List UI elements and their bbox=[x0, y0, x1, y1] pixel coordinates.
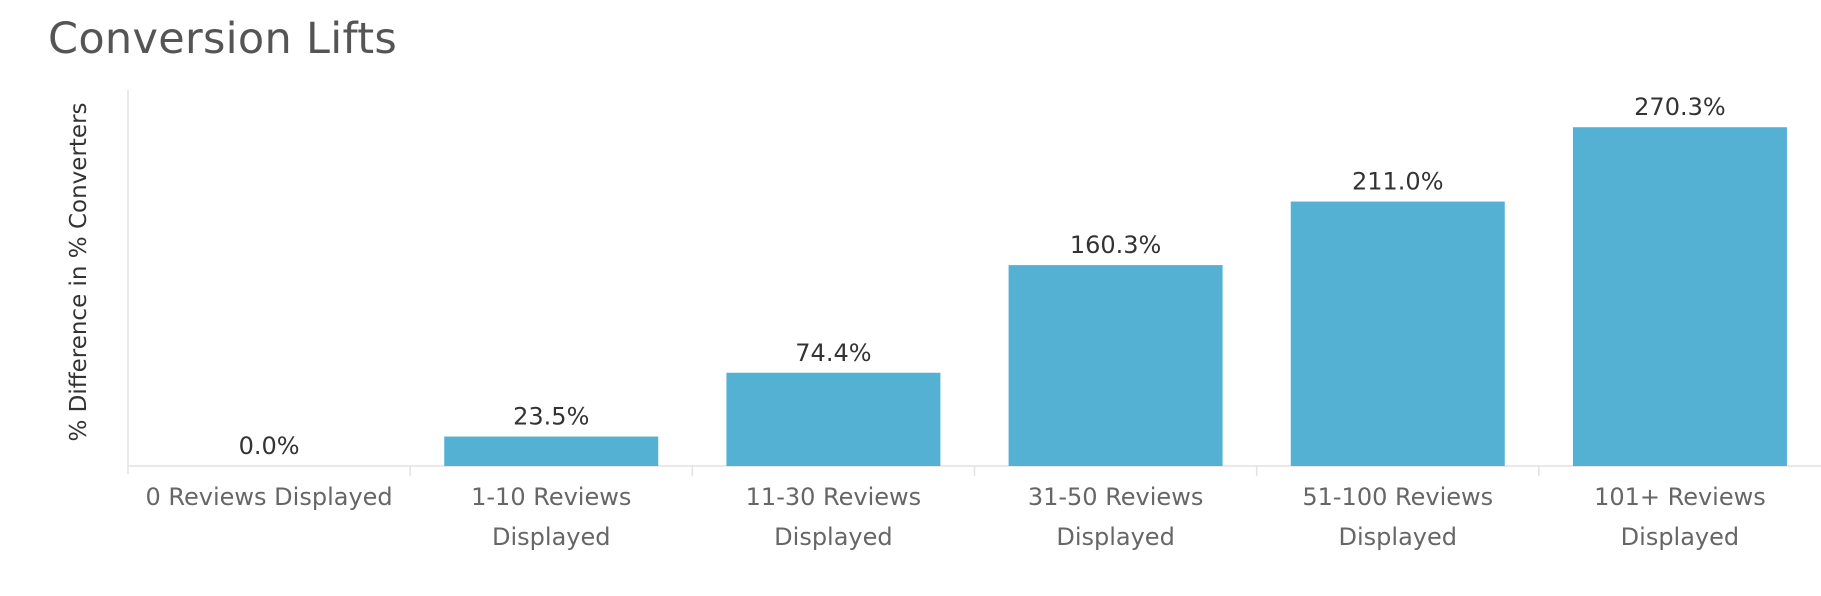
bar[interactable] bbox=[444, 436, 659, 466]
chart-title: Conversion Lifts bbox=[48, 14, 398, 64]
bar[interactable] bbox=[1572, 127, 1787, 466]
x-tick-label: 11-30 Reviews bbox=[746, 483, 922, 511]
x-tick-label: 1-10 Reviews bbox=[471, 483, 631, 511]
x-tick-label: 31-50 Reviews bbox=[1028, 483, 1204, 511]
x-tick-label: Displayed bbox=[1621, 523, 1739, 551]
y-axis-label: % Difference in % Converters bbox=[66, 102, 92, 441]
data-label: 74.4% bbox=[795, 339, 871, 367]
plot-area: 0.0% 0 Reviews Displayed 23.5% 1-10 Reviews… bbox=[127, 90, 1821, 551]
data-label: 160.3% bbox=[1070, 231, 1162, 259]
x-tick-label: Displayed bbox=[492, 523, 610, 551]
bar[interactable] bbox=[1290, 201, 1505, 466]
data-label: 0.0% bbox=[239, 432, 300, 460]
x-tick-label: Displayed bbox=[1056, 523, 1174, 551]
data-label: 211.0% bbox=[1352, 168, 1444, 196]
x-tick-label: 0 Reviews Displayed bbox=[146, 483, 393, 511]
data-label: 23.5% bbox=[513, 403, 589, 431]
x-tick-label: 101+ Reviews bbox=[1594, 483, 1766, 511]
x-tick-label: Displayed bbox=[774, 523, 892, 551]
bar[interactable] bbox=[726, 372, 941, 466]
data-label: 270.3% bbox=[1634, 93, 1726, 121]
bar[interactable] bbox=[1008, 265, 1223, 466]
x-tick-label: 51-100 Reviews bbox=[1302, 483, 1493, 511]
x-tick-label: Displayed bbox=[1339, 523, 1457, 551]
